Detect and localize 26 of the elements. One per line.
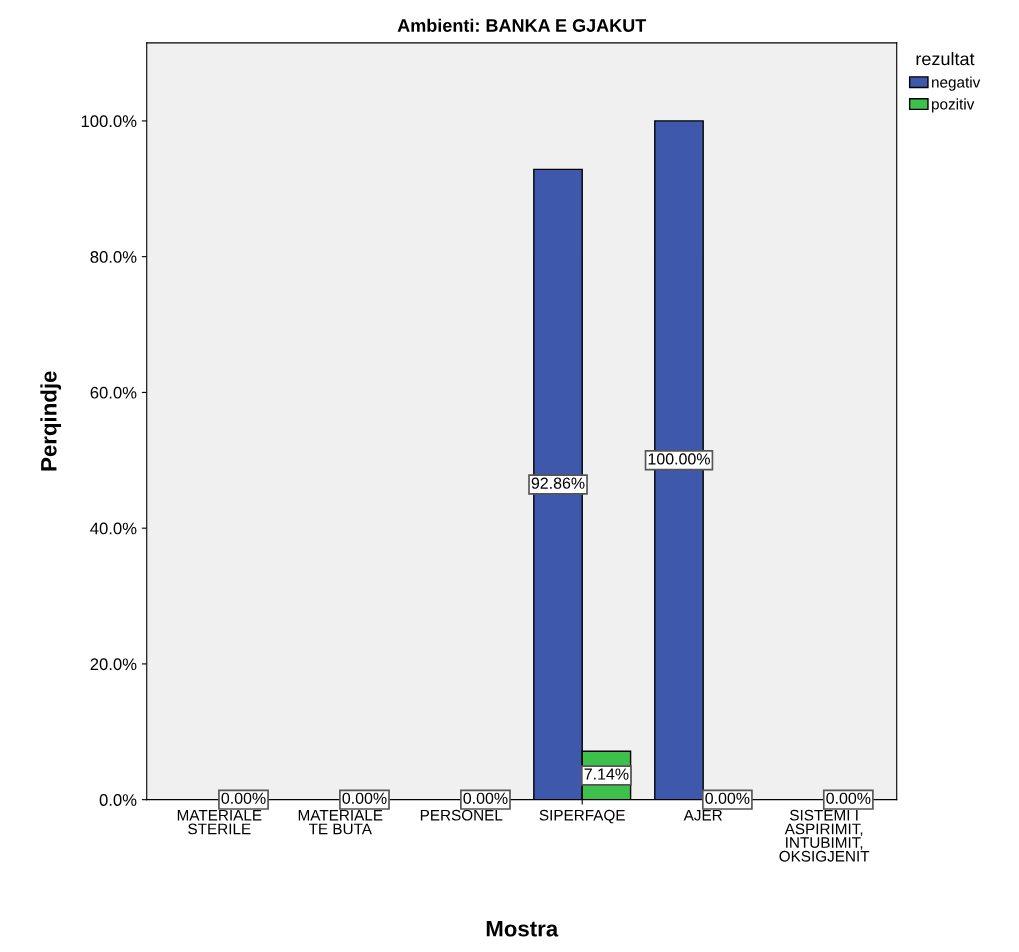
x-tick-label: AJER	[683, 809, 722, 821]
y-tick-label: 0.0%	[99, 794, 137, 806]
legend-label: pozitiv	[932, 98, 975, 113]
y-tick-label: 20.0%	[90, 658, 137, 671]
data-label: 0.00%	[705, 792, 750, 804]
y-tick-label: 100.0%	[81, 115, 137, 128]
y-tick-label: 40.0%	[90, 522, 137, 535]
data-label: 100.00%	[648, 453, 710, 465]
data-label: 7.14%	[584, 768, 629, 780]
y-tick-label: 80.0%	[90, 251, 137, 263]
chart-title: Ambienti: BANKA E GJAKUT	[397, 18, 647, 32]
data-label: 0.00%	[463, 792, 508, 804]
data-label: 0.00%	[342, 792, 387, 804]
y-tick-label: 60.0%	[90, 386, 137, 399]
x-tick-label: MATERIALE TE BUTA	[298, 809, 383, 835]
y-axis-title: Perqindje	[40, 371, 62, 471]
x-tick-label: MATERIALE STERILE	[177, 809, 262, 835]
data-label: 0.00%	[826, 792, 871, 804]
legend-title: rezultat	[916, 52, 975, 66]
legend-label: negativ	[932, 76, 981, 91]
data-label: 92.86%	[531, 477, 585, 489]
x-tick-label: SIPERFAQE	[539, 809, 625, 824]
x-tick-label: SISTEMI I ASPIRIMIT, INTUBIMIT, OKSIGJENIT	[779, 809, 870, 862]
x-axis-title: Mostra	[486, 921, 559, 937]
data-label: 0.00%	[221, 792, 266, 804]
x-tick-label: PERSONEL	[420, 809, 503, 821]
